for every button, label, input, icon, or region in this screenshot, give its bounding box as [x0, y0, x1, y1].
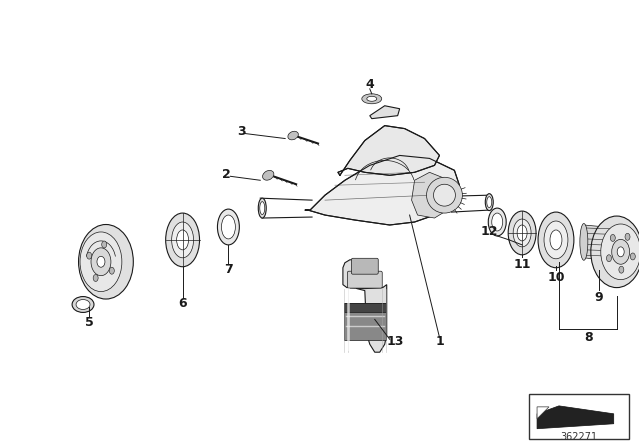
Polygon shape [370, 106, 399, 119]
Ellipse shape [102, 241, 107, 248]
Ellipse shape [630, 253, 636, 260]
Ellipse shape [262, 170, 274, 180]
Ellipse shape [488, 208, 506, 236]
Text: 10: 10 [547, 271, 564, 284]
Ellipse shape [93, 275, 98, 281]
Ellipse shape [76, 300, 90, 310]
Text: 2: 2 [222, 168, 231, 181]
Ellipse shape [508, 211, 536, 255]
Ellipse shape [513, 219, 531, 247]
Polygon shape [338, 125, 440, 175]
Circle shape [433, 184, 456, 206]
Polygon shape [584, 225, 617, 262]
Text: 7: 7 [224, 263, 233, 276]
Text: 5: 5 [84, 316, 93, 329]
FancyBboxPatch shape [351, 258, 378, 274]
Ellipse shape [487, 197, 492, 207]
Ellipse shape [492, 213, 502, 231]
Ellipse shape [544, 221, 568, 259]
Ellipse shape [72, 297, 94, 312]
Text: 1: 1 [435, 335, 444, 348]
Ellipse shape [611, 234, 615, 241]
Ellipse shape [362, 94, 381, 104]
Ellipse shape [601, 224, 640, 280]
Bar [344, 302, 386, 312]
Text: 6: 6 [179, 297, 187, 310]
Ellipse shape [367, 96, 377, 101]
Text: 362271: 362271 [560, 432, 597, 442]
Ellipse shape [612, 239, 630, 264]
Ellipse shape [80, 232, 122, 292]
Text: 12: 12 [481, 225, 498, 238]
Polygon shape [537, 406, 614, 429]
FancyBboxPatch shape [348, 271, 382, 288]
Text: 13: 13 [387, 335, 404, 348]
Text: 4: 4 [365, 78, 374, 91]
Polygon shape [343, 260, 387, 352]
Bar [344, 302, 386, 340]
Ellipse shape [625, 233, 630, 240]
Ellipse shape [79, 224, 133, 299]
Polygon shape [537, 407, 549, 419]
Polygon shape [305, 155, 460, 225]
Ellipse shape [485, 194, 493, 211]
Circle shape [426, 177, 462, 213]
Text: 3: 3 [237, 125, 246, 138]
Ellipse shape [260, 202, 265, 215]
Text: 8: 8 [584, 331, 593, 344]
Ellipse shape [86, 252, 92, 259]
Ellipse shape [259, 198, 266, 218]
Ellipse shape [166, 213, 200, 267]
Ellipse shape [619, 266, 624, 273]
Ellipse shape [109, 267, 115, 274]
Ellipse shape [517, 225, 527, 241]
Ellipse shape [91, 248, 111, 276]
Ellipse shape [97, 256, 105, 267]
Ellipse shape [617, 247, 624, 257]
Ellipse shape [591, 216, 640, 288]
Ellipse shape [550, 230, 562, 250]
Ellipse shape [288, 131, 298, 140]
Ellipse shape [607, 255, 611, 262]
Polygon shape [412, 172, 449, 218]
Ellipse shape [218, 209, 239, 245]
Text: 11: 11 [513, 258, 531, 271]
Text: 9: 9 [595, 291, 603, 304]
Bar [529, 394, 628, 439]
Ellipse shape [221, 215, 236, 239]
Ellipse shape [177, 230, 189, 250]
Ellipse shape [580, 224, 588, 260]
Ellipse shape [538, 212, 574, 268]
Ellipse shape [172, 222, 193, 258]
